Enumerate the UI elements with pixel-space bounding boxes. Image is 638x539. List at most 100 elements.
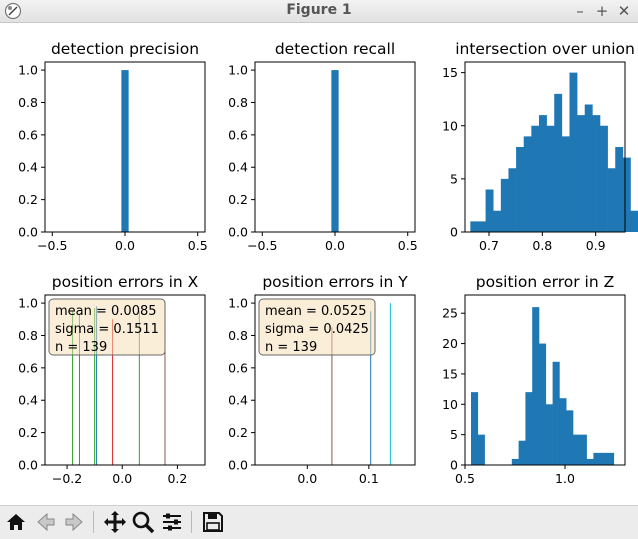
histogram-bar (554, 93, 563, 232)
minimize-button[interactable]: – (576, 2, 584, 20)
histogram-bar (516, 147, 525, 232)
y-tick-label: 0.4 (228, 160, 248, 175)
histogram-bar (577, 115, 586, 232)
x-tick-label: 0.0 (112, 471, 132, 486)
y-tick-label: 5 (450, 171, 458, 186)
x-tick-label: 0.8 (532, 238, 552, 253)
y-tick-label: 0.2 (228, 192, 248, 207)
x-tick-label: 0.0 (115, 238, 135, 253)
y-tick-label: 0.8 (18, 328, 38, 343)
subplot-4: position errors in X 0.0 0.2 0.4 0.6 0.8 1.0 −0… (18, 273, 206, 486)
figure-canvas[interactable]: detection precision 0.0 0.2 0.4 0.6 0.8 1.0 −0.… (0, 23, 638, 505)
histogram-bar (532, 307, 540, 465)
y-tick-label: 1.0 (18, 296, 38, 311)
save-button[interactable] (200, 509, 226, 535)
histogram-bar (622, 157, 631, 232)
home-button[interactable] (3, 509, 29, 535)
stats-n: n = 139 (55, 340, 107, 355)
histogram-bar (607, 452, 615, 465)
subplot-5: position errors in Y 0.0 0.2 0.4 0.6 0.8 1.0 0.… (228, 273, 416, 486)
y-tick-label: 0.8 (18, 95, 38, 110)
stats-box (48, 298, 166, 356)
title-bar: Figure 1 – + ✕ (0, 0, 638, 23)
x-tick-label: 0.2 (167, 471, 187, 486)
histogram-bar (511, 458, 519, 465)
histogram-bar (586, 458, 594, 465)
y-tick-label: 0.8 (228, 95, 248, 110)
subplot-title: detection recall (275, 40, 395, 58)
histogram-bar (539, 343, 547, 465)
histogram-bar (599, 125, 608, 232)
stats-sigma: sigma = 0.0425 (265, 322, 369, 337)
x-tick-label: −0.2 (52, 471, 82, 486)
subplot-1: detection precision 0.0 0.2 0.4 0.6 0.8 1.0 −0.… (18, 40, 208, 253)
histogram-bar (500, 178, 509, 232)
pan-icon (104, 511, 126, 533)
forward-icon (65, 512, 83, 532)
histogram-bar (593, 452, 601, 465)
y-tick-label: 0.0 (228, 225, 248, 240)
x-tick-label: −0.5 (37, 238, 67, 253)
y-tick-label: 1.0 (18, 63, 38, 78)
x-tick-label: −0.5 (247, 238, 277, 253)
toolbar-separator (191, 511, 192, 533)
y-tick-label: 0.4 (18, 160, 38, 175)
histogram-bar (477, 434, 485, 465)
axes-frame (254, 294, 416, 466)
y-tick-label: 5 (450, 427, 458, 442)
back-button[interactable] (33, 509, 59, 535)
close-button[interactable]: ✕ (617, 2, 631, 20)
y-tick-label: 15 (442, 366, 458, 381)
histogram-bar (600, 452, 608, 465)
stats-sigma: sigma = 0.1511 (55, 322, 159, 337)
subplot-3: intersection over union 0 5 10 15 0.7 0.8 0.9 (442, 40, 638, 253)
histogram-bar (470, 221, 479, 232)
pan-button[interactable] (102, 509, 128, 535)
y-tick-label: 0.6 (18, 127, 38, 142)
configure-subplots-button[interactable] (159, 509, 185, 535)
x-tick-label: 0.5 (398, 238, 418, 253)
stats-mean: mean = 0.0085 (55, 304, 157, 319)
histogram-bar (477, 221, 486, 232)
histogram-bar (630, 210, 638, 232)
x-tick-label: 0.7 (479, 238, 499, 253)
histogram-bar (561, 136, 570, 232)
x-tick-label: 0.0 (325, 238, 345, 253)
configure-subplots-icon (163, 513, 181, 531)
save-icon (203, 512, 223, 532)
histogram-bar (584, 104, 593, 232)
y-tick-label: 0.4 (228, 393, 248, 408)
stats-box (258, 298, 376, 356)
histogram-bar (607, 168, 616, 232)
histogram-bar (471, 392, 479, 465)
histogram-bar (493, 210, 502, 232)
axes-frame (44, 294, 206, 466)
y-tick-label: 0.6 (228, 127, 248, 142)
forward-button[interactable] (61, 509, 87, 535)
histogram-bar (121, 70, 129, 232)
maximize-button[interactable]: + (595, 2, 609, 20)
histogram-bar (569, 72, 578, 232)
y-tick-label: 0 (450, 225, 458, 240)
histogram-bar (559, 398, 567, 465)
subplot-title: position errors in Y (262, 273, 408, 291)
zoom-icon (132, 511, 155, 534)
y-tick-label: 25 (442, 306, 458, 321)
figure-svg: detection precision 0.0 0.2 0.4 0.6 0.8 1.0 −0.… (18, 40, 638, 486)
subplot-title: position errors in X (52, 273, 199, 291)
histogram-bar (573, 434, 581, 465)
x-tick-label: 0.0 (297, 471, 317, 486)
stats-n: n = 139 (265, 340, 317, 355)
y-tick-label: 0.6 (18, 360, 38, 375)
y-tick-label: 0.2 (18, 425, 38, 440)
subplot-title: detection precision (51, 40, 199, 58)
histogram-bar (538, 115, 547, 232)
y-tick-label: 0 (450, 458, 458, 473)
histogram-bar (485, 189, 494, 232)
zoom-button[interactable] (130, 509, 156, 535)
histogram-bar (545, 404, 553, 465)
subplot-title: intersection over union (455, 40, 635, 58)
y-tick-label: 15 (442, 65, 458, 80)
histogram-bar (615, 147, 624, 232)
x-tick-label: 0.5 (188, 238, 208, 253)
